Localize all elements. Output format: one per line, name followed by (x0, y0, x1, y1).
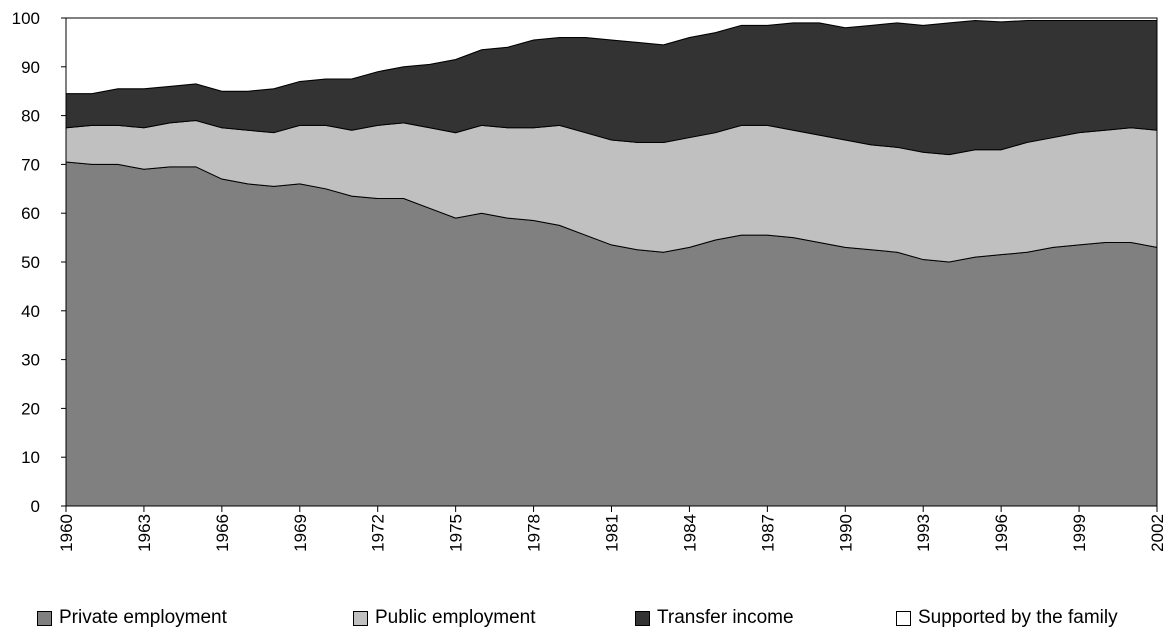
legend-swatch (635, 610, 650, 626)
x-tick-label: 1978 (525, 514, 544, 552)
legend-swatch (37, 610, 52, 626)
x-tick-label: 1984 (680, 514, 699, 552)
legend-label: Transfer income (657, 607, 794, 628)
x-tick-label: 1966 (213, 514, 232, 552)
y-tick-label: 10 (21, 448, 40, 467)
x-tick-label: 1999 (1070, 514, 1089, 552)
legend: Private employment Public employment Trans… (0, 607, 1163, 633)
legend-item: Private employment (37, 607, 227, 629)
x-tick-label: 1981 (603, 514, 622, 552)
legend-label: Public employment (375, 607, 536, 628)
y-tick-label: 100 (12, 9, 40, 28)
legend-item: Transfer income (635, 607, 794, 629)
legend-label: Supported by the family (918, 607, 1118, 628)
x-tick-label: 1975 (447, 514, 466, 552)
y-tick-label: 80 (21, 107, 40, 126)
x-tick-label: 2002 (1148, 514, 1163, 552)
y-tick-label: 0 (31, 497, 40, 516)
x-tick-label: 1987 (758, 514, 777, 552)
x-tick-label: 1972 (369, 514, 388, 552)
chart: 0 10 20 30 40 50 60 70 80 90 100 1960 1963 1966 1969 19… (12, 9, 1163, 552)
y-tick-label: 40 (21, 302, 40, 321)
area (65, 17, 1158, 95)
y-tick-label: 90 (21, 58, 40, 77)
x-tick-label: 1963 (135, 514, 154, 552)
legend-item: Public employment (353, 607, 536, 629)
page: {"chart_data": {"type": "stacked-area", … (11, 9, 1163, 628)
y-tick-label: 70 (21, 155, 40, 174)
x-tick-label: 1993 (914, 514, 933, 552)
x-tick-label: 1960 (57, 514, 76, 552)
legend-swatch (353, 610, 368, 626)
x-tick-label: 1969 (291, 514, 310, 552)
y-tick-label: 30 (21, 351, 40, 370)
legend-label: Private employment (59, 607, 227, 628)
y-tick-label: 60 (21, 204, 40, 223)
legend-item: Supported by the family (896, 607, 1118, 629)
x-tick-label: 1990 (836, 514, 855, 552)
legend-swatch (896, 610, 911, 626)
x-tick-label: 1996 (992, 514, 1011, 552)
y-tick-label: 20 (21, 399, 40, 418)
y-tick-label: 50 (21, 253, 40, 272)
